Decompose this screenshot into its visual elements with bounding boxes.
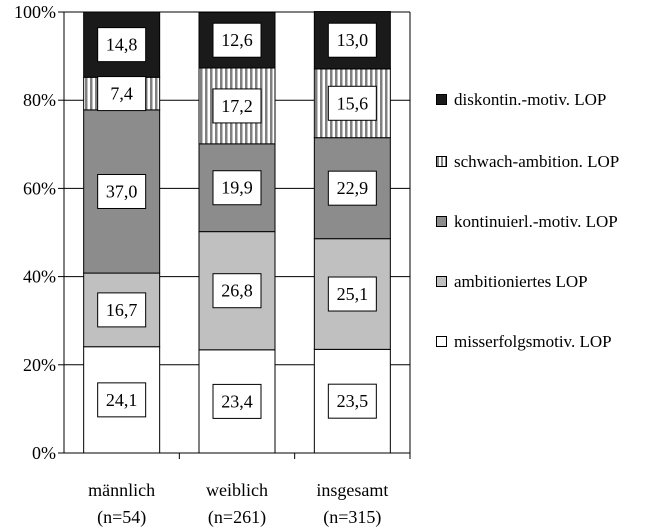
legend-label: diskontin.-motiv. LOP	[454, 90, 607, 109]
x-tick-label: insgesamt	[316, 480, 388, 500]
data-label: 12,6	[221, 30, 253, 50]
legend-swatch	[436, 94, 447, 105]
x-tick-label: männlich	[88, 480, 155, 500]
legend-label: kontinuierl.-motiv. LOP	[454, 212, 618, 231]
data-label: 23,5	[337, 391, 369, 411]
legend-swatch	[436, 336, 447, 347]
data-label: 24,1	[106, 390, 138, 410]
data-label: 19,9	[221, 178, 253, 198]
data-label: 14,8	[106, 35, 138, 55]
data-label-box	[97, 27, 147, 63]
data-label: 26,8	[221, 281, 253, 301]
data-label-box	[327, 85, 377, 121]
data-label: 17,2	[221, 96, 253, 116]
y-tick-label: 20%	[23, 355, 56, 375]
data-label: 25,1	[337, 284, 369, 304]
x-tick-label-n: (n=315)	[323, 507, 381, 528]
data-label-box	[97, 292, 147, 328]
y-tick-label: 0%	[32, 443, 56, 463]
data-label-box	[212, 273, 262, 309]
data-label: 15,6	[337, 93, 369, 113]
data-label-box	[97, 382, 147, 418]
y-tick-label: 60%	[23, 178, 56, 198]
bars	[83, 11, 391, 454]
legend-swatch	[436, 156, 447, 167]
data-label: 37,0	[106, 181, 138, 201]
legend-label: misserfolgsmotiv. LOP	[454, 332, 612, 351]
data-label: 22,9	[337, 178, 369, 198]
x-tick-label: weiblich	[206, 480, 268, 500]
data-label-box	[212, 383, 262, 419]
legend-swatch	[436, 276, 447, 287]
axes: 0% 20% 40% 60% 80% 100% männlich (n=54) weiblich…	[14, 2, 411, 528]
data-label-box	[327, 383, 377, 419]
data-labels: 24,1 16,7 37,0 7,4 14,8 23,4 26,8 19,9 17,2 12,6 2…	[97, 22, 377, 419]
data-label-box	[97, 173, 147, 209]
data-label: 7,4	[110, 84, 133, 104]
data-label: 23,4	[221, 391, 253, 411]
data-label: 13,0	[337, 30, 369, 50]
y-tick-label: 80%	[23, 90, 56, 110]
legend: diskontin.-motiv. LOP schwach-ambition. L…	[436, 0, 656, 532]
legend-label: ambitioniertes LOP	[454, 272, 588, 291]
x-tick-label-n: (n=261)	[208, 507, 266, 528]
data-label-box	[212, 170, 262, 206]
data-label-box	[327, 170, 377, 206]
data-label-box	[212, 22, 262, 58]
y-tick-label: 100%	[14, 2, 56, 22]
legend-label: schwach-ambition. LOP	[454, 152, 620, 171]
data-label-box	[327, 276, 377, 312]
data-label-box	[327, 22, 377, 58]
data-label: 16,7	[106, 300, 138, 320]
data-label-box	[212, 88, 262, 124]
y-tick-label: 40%	[23, 267, 56, 287]
x-tick-label-n: (n=54)	[97, 507, 146, 528]
legend-swatch	[436, 216, 447, 227]
data-label-box	[97, 76, 147, 112]
